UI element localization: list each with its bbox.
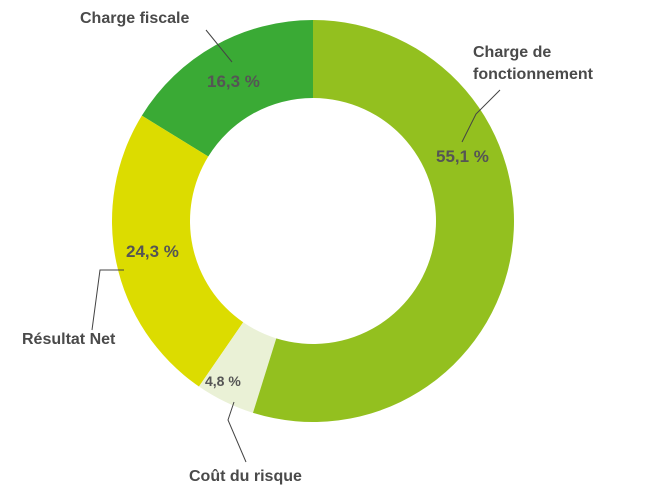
category-label: Résultat Net xyxy=(22,331,116,348)
leader-line xyxy=(205,29,233,63)
leader-line xyxy=(461,89,501,143)
value-label: 55,1 % xyxy=(436,147,489,166)
leader-line xyxy=(227,401,247,463)
leader-line xyxy=(91,269,124,331)
donut-slice xyxy=(111,115,244,387)
category-label: Charge fiscale xyxy=(80,10,190,27)
value-label: 16,3 % xyxy=(207,72,260,91)
category-label: Charge de fonctionnement xyxy=(473,44,593,83)
donut-slice xyxy=(141,19,313,157)
donut-slice xyxy=(198,322,277,413)
category-label: Coût du risque xyxy=(189,468,302,485)
donut-slice xyxy=(252,20,515,422)
value-label: 4,8 % xyxy=(205,373,241,389)
value-label: 24,3 % xyxy=(126,242,179,261)
